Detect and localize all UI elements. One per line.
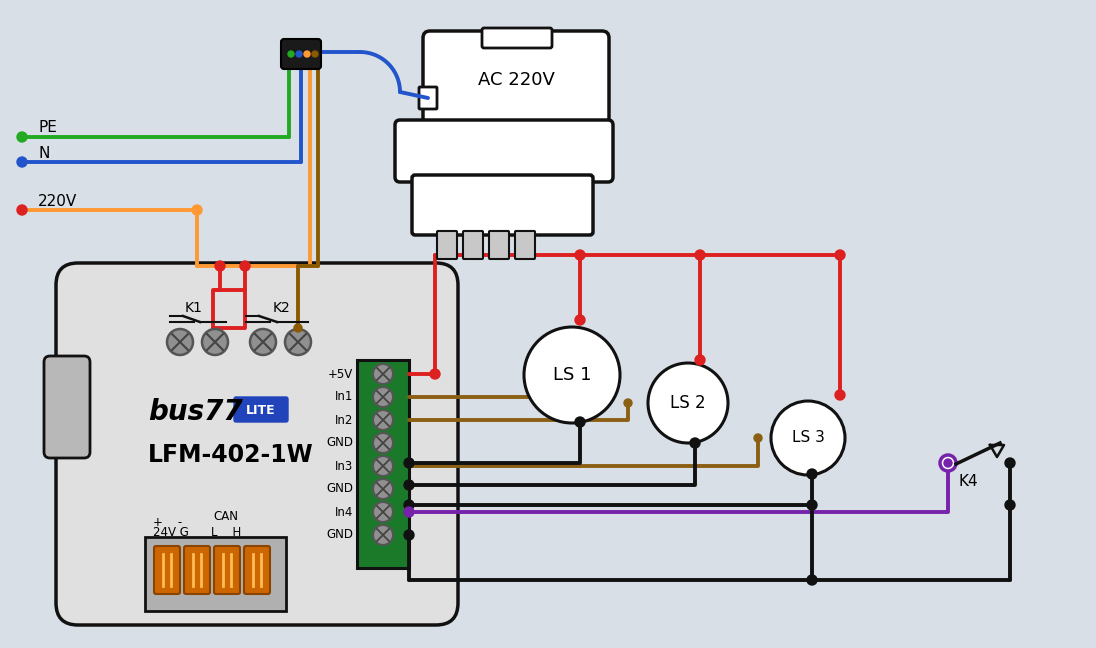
FancyBboxPatch shape xyxy=(419,87,437,109)
Text: +5V: +5V xyxy=(328,367,353,380)
Circle shape xyxy=(312,51,318,57)
Circle shape xyxy=(404,500,414,510)
Circle shape xyxy=(304,51,310,57)
FancyBboxPatch shape xyxy=(281,39,321,69)
Circle shape xyxy=(575,315,585,325)
Circle shape xyxy=(18,205,27,215)
Circle shape xyxy=(373,387,393,407)
Text: GND: GND xyxy=(326,483,353,496)
Circle shape xyxy=(202,329,228,355)
Text: PE: PE xyxy=(38,121,57,135)
Text: LFM-402-1W: LFM-402-1W xyxy=(148,443,313,467)
Circle shape xyxy=(835,390,845,400)
FancyBboxPatch shape xyxy=(423,31,609,129)
Text: LS 3: LS 3 xyxy=(791,430,824,446)
FancyBboxPatch shape xyxy=(515,231,535,259)
Text: +    -: + - xyxy=(153,516,182,529)
FancyBboxPatch shape xyxy=(235,397,288,422)
Text: AC 220V: AC 220V xyxy=(478,71,555,89)
Circle shape xyxy=(770,401,845,475)
Circle shape xyxy=(240,261,250,271)
Circle shape xyxy=(373,525,393,545)
FancyBboxPatch shape xyxy=(184,546,210,594)
Circle shape xyxy=(754,434,762,442)
Circle shape xyxy=(215,261,225,271)
Circle shape xyxy=(404,458,414,468)
Circle shape xyxy=(624,399,632,407)
Circle shape xyxy=(18,132,27,142)
Circle shape xyxy=(18,157,27,167)
Circle shape xyxy=(648,363,728,443)
FancyBboxPatch shape xyxy=(357,360,409,568)
Text: In4: In4 xyxy=(334,505,353,518)
Text: In1: In1 xyxy=(334,391,353,404)
Circle shape xyxy=(1005,500,1015,510)
Text: 220V: 220V xyxy=(38,194,77,209)
Circle shape xyxy=(373,410,393,430)
Circle shape xyxy=(373,456,393,476)
Circle shape xyxy=(835,250,845,260)
FancyBboxPatch shape xyxy=(412,175,593,235)
FancyBboxPatch shape xyxy=(463,231,483,259)
Circle shape xyxy=(404,480,414,490)
Text: CAN: CAN xyxy=(214,509,239,522)
Circle shape xyxy=(404,530,414,540)
FancyBboxPatch shape xyxy=(437,231,457,259)
FancyBboxPatch shape xyxy=(482,28,552,48)
Text: In2: In2 xyxy=(334,413,353,426)
Text: In3: In3 xyxy=(334,459,353,472)
Circle shape xyxy=(430,369,439,379)
Circle shape xyxy=(944,459,952,467)
Circle shape xyxy=(250,329,276,355)
Circle shape xyxy=(807,575,817,585)
Circle shape xyxy=(1005,458,1015,468)
Circle shape xyxy=(373,433,393,453)
Circle shape xyxy=(807,469,817,479)
Circle shape xyxy=(690,438,700,448)
Text: N: N xyxy=(38,146,49,161)
FancyBboxPatch shape xyxy=(56,263,458,625)
FancyBboxPatch shape xyxy=(244,546,270,594)
Circle shape xyxy=(807,500,817,510)
Circle shape xyxy=(373,502,393,522)
Circle shape xyxy=(192,205,202,215)
Text: K1: K1 xyxy=(185,301,203,315)
Circle shape xyxy=(575,250,585,260)
Text: LS 1: LS 1 xyxy=(552,366,591,384)
Text: 24V G: 24V G xyxy=(153,526,189,538)
Circle shape xyxy=(575,417,585,427)
Circle shape xyxy=(296,51,302,57)
Circle shape xyxy=(373,479,393,499)
FancyBboxPatch shape xyxy=(145,537,286,611)
Text: LITE: LITE xyxy=(247,404,276,417)
Text: GND: GND xyxy=(326,529,353,542)
Circle shape xyxy=(288,51,294,57)
Circle shape xyxy=(695,250,705,260)
Text: GND: GND xyxy=(326,437,353,450)
FancyBboxPatch shape xyxy=(155,546,180,594)
Text: L    H: L H xyxy=(210,526,241,538)
Text: K2: K2 xyxy=(273,301,290,315)
Circle shape xyxy=(167,329,193,355)
FancyBboxPatch shape xyxy=(214,546,240,594)
Circle shape xyxy=(524,327,620,423)
Circle shape xyxy=(695,355,705,365)
Circle shape xyxy=(294,324,302,332)
FancyBboxPatch shape xyxy=(44,356,90,458)
Text: LS 2: LS 2 xyxy=(670,394,706,412)
Circle shape xyxy=(404,507,414,517)
Text: K4: K4 xyxy=(958,474,978,489)
Circle shape xyxy=(373,364,393,384)
Circle shape xyxy=(285,329,311,355)
FancyBboxPatch shape xyxy=(489,231,509,259)
Text: bus77: bus77 xyxy=(148,398,242,426)
FancyBboxPatch shape xyxy=(395,120,613,182)
Circle shape xyxy=(940,455,956,471)
